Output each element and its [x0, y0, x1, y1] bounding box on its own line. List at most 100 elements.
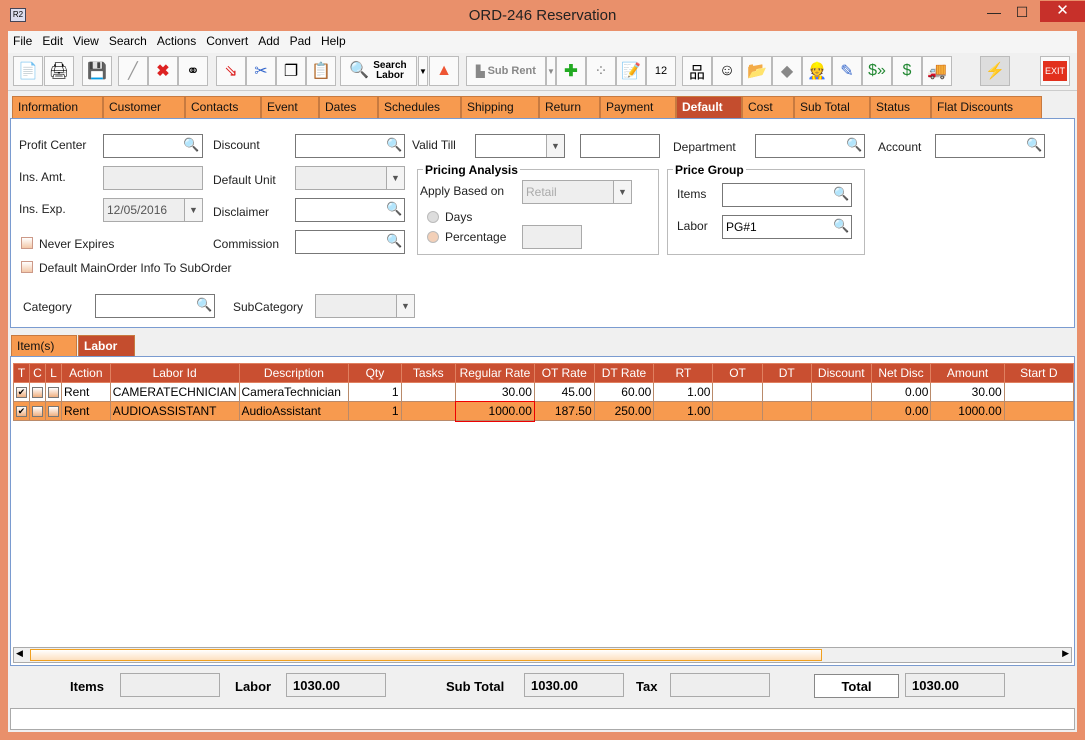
cell-description[interactable]: AudioAssistant [238, 401, 350, 421]
shapes-icon[interactable]: ▲ [429, 56, 459, 86]
column-header[interactable]: Labor Id [109, 363, 240, 383]
payment-note-icon[interactable]: $ [892, 56, 922, 86]
calendar-icon[interactable]: 12 [646, 56, 676, 86]
column-header[interactable]: Action [61, 363, 111, 383]
cell-rt[interactable]: 1.00 [653, 382, 714, 402]
column-header[interactable]: Regular Rate [455, 363, 535, 383]
t-checkbox[interactable]: ✔ [16, 406, 27, 418]
t-checkbox[interactable]: ✔ [16, 387, 27, 399]
tab-information[interactable]: Information [12, 96, 103, 118]
menu-view[interactable]: View [73, 34, 99, 48]
cell-discount[interactable] [810, 382, 872, 402]
copy-order-icon[interactable]: ⇘ [216, 56, 246, 86]
category-field[interactable] [95, 294, 215, 318]
column-header[interactable]: C [29, 363, 46, 383]
profit-center-field[interactable] [103, 134, 203, 158]
add-remove-icon[interactable]: ✚ [556, 56, 586, 86]
chevron-down-icon[interactable]: ▼ [546, 135, 564, 157]
lightning-icon[interactable]: ⚡ [980, 56, 1010, 86]
menu-pad[interactable]: Pad [289, 34, 311, 48]
maximize-button[interactable]: ☐ [1015, 4, 1029, 20]
column-header[interactable]: Amount [930, 363, 1005, 383]
cell-ot-rate[interactable]: 45.00 [533, 382, 595, 402]
subcategory-select[interactable]: ▼ [315, 294, 415, 318]
tab-status[interactable]: Status [870, 96, 931, 118]
cell-rt[interactable]: 1.00 [653, 401, 714, 421]
menu-edit[interactable]: Edit [42, 34, 64, 48]
search-labor-button[interactable]: 🔍 Search Labor [340, 56, 417, 86]
cell-net-disc[interactable]: 0.00 [870, 401, 932, 421]
cell-net-disc[interactable]: 0.00 [870, 382, 932, 402]
account-field[interactable] [935, 134, 1045, 158]
worker-icon[interactable]: 👷 [802, 56, 832, 86]
disclaimer-field[interactable] [295, 198, 405, 222]
tab-cost[interactable]: Cost [742, 96, 794, 118]
tab-customer[interactable]: Customer [103, 96, 185, 118]
cell-qty[interactable]: 1 [348, 401, 402, 421]
cell-start[interactable] [1003, 382, 1074, 402]
box-icon[interactable]: ◆ [772, 56, 802, 86]
cell-amount[interactable]: 1000.00 [930, 401, 1005, 421]
column-header[interactable]: Net Disc [870, 363, 932, 383]
print-icon[interactable]: 🖨 [44, 56, 74, 86]
valid-till-time-field[interactable] [580, 134, 660, 158]
tab-schedules[interactable]: Schedules [378, 96, 461, 118]
scrollbar-thumb[interactable] [30, 649, 822, 661]
column-header[interactable]: L [45, 363, 62, 383]
price-group-items-field[interactable] [722, 183, 852, 207]
price-group-labor-field[interactable]: PG#1 [722, 215, 852, 239]
cell-action[interactable]: Rent [61, 401, 111, 421]
search-icon[interactable]: 🔍 [846, 137, 863, 152]
cell-dt-rate[interactable]: 250.00 [593, 401, 655, 421]
c-checkbox[interactable] [32, 406, 43, 418]
cell-amount[interactable]: 30.00 [930, 382, 1005, 402]
chevron-down-icon[interactable]: ▼ [386, 167, 404, 189]
tab-dates[interactable]: Dates [319, 96, 378, 118]
save-icon[interactable]: 💾 [82, 56, 112, 86]
group-icon[interactable]: ⁘ [586, 56, 616, 86]
scroll-right-icon[interactable]: ▶ [1062, 648, 1069, 658]
edit-icon[interactable]: ╱ [118, 56, 148, 86]
search-icon[interactable]: 🔍 [386, 137, 403, 152]
hierarchy-icon[interactable]: 品 [682, 56, 712, 86]
cut-icon[interactable]: ✂ [246, 56, 276, 86]
discount-field[interactable] [295, 134, 405, 158]
column-header[interactable]: OT Rate [533, 363, 595, 383]
column-header[interactable]: Discount [810, 363, 872, 383]
ins-amt-field[interactable] [103, 166, 203, 190]
menu-help[interactable]: Help [320, 34, 346, 48]
c-checkbox[interactable] [32, 387, 43, 399]
department-field[interactable] [755, 134, 865, 158]
commission-field[interactable] [295, 230, 405, 254]
column-header[interactable]: OT [712, 363, 763, 383]
ins-exp-field[interactable]: 12/05/2016 ▼ [103, 198, 203, 222]
cell-regular-rate[interactable]: 30.00 [455, 382, 535, 402]
apply-based-on-select[interactable]: Retail ▼ [522, 180, 632, 204]
cell-description[interactable]: CameraTechnician [238, 382, 350, 402]
sub-rent-dropdown[interactable]: ▼ [546, 56, 556, 86]
notepad-icon[interactable]: 📝 [616, 56, 646, 86]
new-icon[interactable]: 📄 [13, 56, 43, 86]
paste-icon[interactable]: 📋 [306, 56, 336, 86]
truck-icon[interactable]: 🚚 [922, 56, 952, 86]
exit-button[interactable]: EXIT [1040, 56, 1070, 86]
cell-regular-rate[interactable]: 1000.00 [454, 400, 536, 422]
column-header[interactable]: DT Rate [593, 363, 655, 383]
form-edit-icon[interactable]: ✎ [832, 56, 862, 86]
column-header[interactable]: Start D [1003, 363, 1074, 383]
tab-items[interactable]: Item(s) [11, 335, 77, 357]
cell-dt-rate[interactable]: 60.00 [593, 382, 655, 402]
cell-action[interactable]: Rent [61, 382, 111, 402]
binoculars-icon[interactable]: ⚭ [178, 56, 208, 86]
chevron-down-icon[interactable]: ▼ [613, 181, 631, 203]
menu-add[interactable]: Add [258, 34, 280, 48]
column-header[interactable]: T [13, 363, 30, 383]
days-radio[interactable] [427, 211, 439, 223]
tab-shipping[interactable]: Shipping [461, 96, 539, 118]
tab-sub-total[interactable]: Sub Total [794, 96, 870, 118]
column-header[interactable]: RT [653, 363, 714, 383]
tab-payment[interactable]: Payment [600, 96, 676, 118]
column-header[interactable]: Tasks [400, 363, 457, 383]
never-expires-checkbox[interactable] [21, 237, 33, 249]
menu-convert[interactable]: Convert [206, 34, 249, 48]
